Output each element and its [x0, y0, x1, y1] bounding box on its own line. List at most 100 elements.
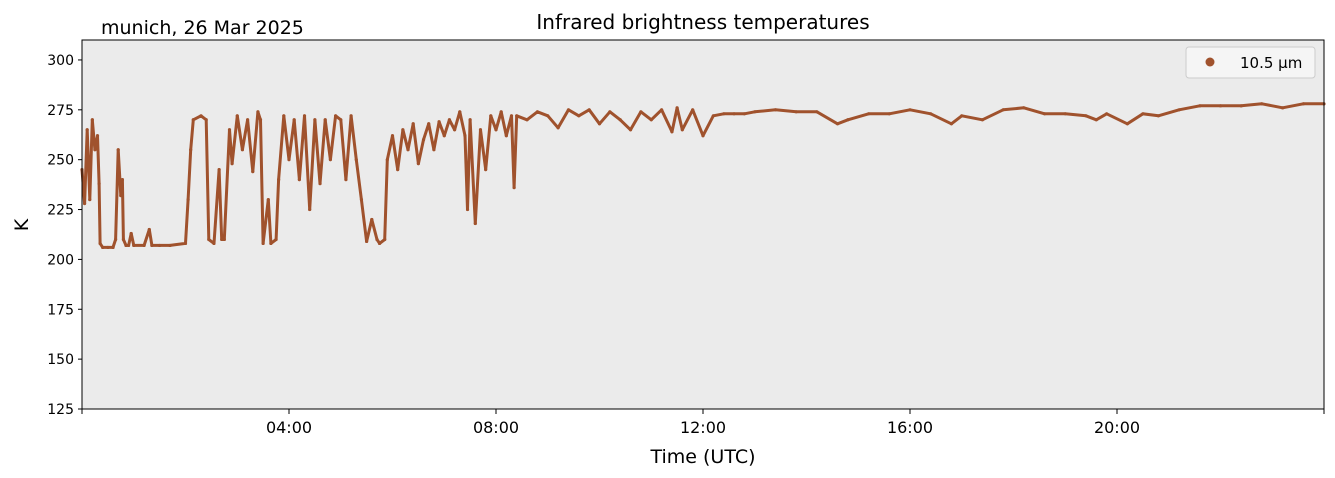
data-point [691, 108, 695, 112]
data-point [212, 241, 216, 246]
data-point [949, 122, 954, 126]
x-axis: 04:00 08:00 12:00 16:00 20:00 [81, 409, 1325, 437]
data-point [1301, 102, 1305, 106]
data-point [649, 118, 653, 122]
data-point [515, 114, 519, 118]
data-point [396, 168, 400, 172]
data-point [1063, 112, 1067, 116]
y-tick-label: 125 [47, 402, 74, 418]
data-point [1239, 104, 1243, 108]
data-point [499, 110, 503, 114]
data-point [618, 118, 622, 122]
data-point [220, 237, 224, 242]
data-point [468, 118, 472, 122]
chart-title: Infrared brightness temperatures [536, 10, 869, 34]
data-point [230, 162, 234, 166]
data-point [608, 110, 612, 114]
data-point [97, 182, 101, 186]
data-point [119, 193, 123, 198]
data-point [85, 128, 89, 132]
data-point [106, 245, 110, 250]
data-point [246, 118, 250, 122]
data-point [411, 122, 415, 126]
data-point [354, 158, 358, 162]
data-point [473, 221, 477, 226]
data-point [815, 110, 819, 114]
data-point [199, 114, 203, 118]
y-axis-label: K [11, 218, 33, 231]
x-tick-label: 04:00 [266, 418, 312, 437]
data-point [129, 231, 133, 236]
data-point [597, 122, 602, 126]
data-point [126, 243, 131, 248]
data-point [277, 178, 281, 182]
data-point [191, 118, 195, 122]
data-point [390, 134, 395, 138]
data-point [349, 114, 353, 118]
data-point [302, 114, 307, 118]
data-point [421, 138, 426, 142]
data-point [333, 114, 338, 118]
data-point [453, 128, 457, 132]
data-point [359, 197, 364, 202]
y-tick-label: 300 [47, 53, 74, 69]
y-axis: 125 150 175 200 225 250 275 300 [47, 53, 82, 418]
data-point [908, 108, 912, 112]
legend-label: 10.5 µm [1240, 54, 1302, 72]
data-point [150, 243, 154, 248]
data-point [370, 217, 374, 222]
data-point [887, 112, 891, 116]
data-point [274, 237, 278, 242]
data-point [147, 227, 151, 232]
data-point [660, 108, 664, 112]
data-point [406, 148, 410, 152]
plot-background [82, 40, 1324, 409]
data-point [722, 112, 726, 116]
data-point [773, 108, 778, 112]
data-point [577, 114, 581, 118]
data-point [1218, 104, 1223, 108]
data-point [846, 118, 850, 122]
data-point [628, 128, 633, 132]
data-point [132, 243, 136, 248]
data-point [867, 112, 871, 116]
data-point [835, 122, 840, 126]
data-point [675, 106, 679, 110]
data-point [980, 118, 985, 122]
data-point [93, 148, 97, 152]
data-point [447, 118, 452, 122]
data-point [566, 108, 571, 112]
data-point [111, 245, 115, 250]
data-point [222, 237, 226, 242]
data-point [256, 110, 260, 114]
data-point [1281, 106, 1285, 110]
data-point [365, 239, 369, 244]
data-point [124, 243, 128, 248]
y-tick-label: 175 [47, 302, 74, 318]
data-point [794, 110, 798, 114]
data-point [1141, 112, 1145, 116]
data-point [427, 122, 431, 126]
data-point [512, 186, 516, 190]
data-point [308, 207, 312, 212]
data-point [701, 134, 705, 138]
data-point [101, 245, 105, 250]
data-point [88, 197, 92, 202]
data-point [168, 243, 172, 248]
data-point [711, 114, 715, 118]
data-point [385, 158, 389, 162]
data-point [297, 178, 301, 182]
data-point [266, 197, 270, 202]
y-tick-label: 225 [47, 203, 74, 219]
data-point [204, 118, 208, 122]
data-point [251, 170, 255, 174]
data-point [116, 148, 120, 152]
data-point [1001, 108, 1005, 112]
data-point [484, 168, 488, 172]
data-point [1022, 106, 1026, 110]
data-point [504, 134, 508, 138]
data-point [1084, 114, 1088, 118]
data-point [189, 148, 193, 152]
data-point [556, 126, 560, 130]
y-tick-label: 150 [47, 352, 74, 368]
